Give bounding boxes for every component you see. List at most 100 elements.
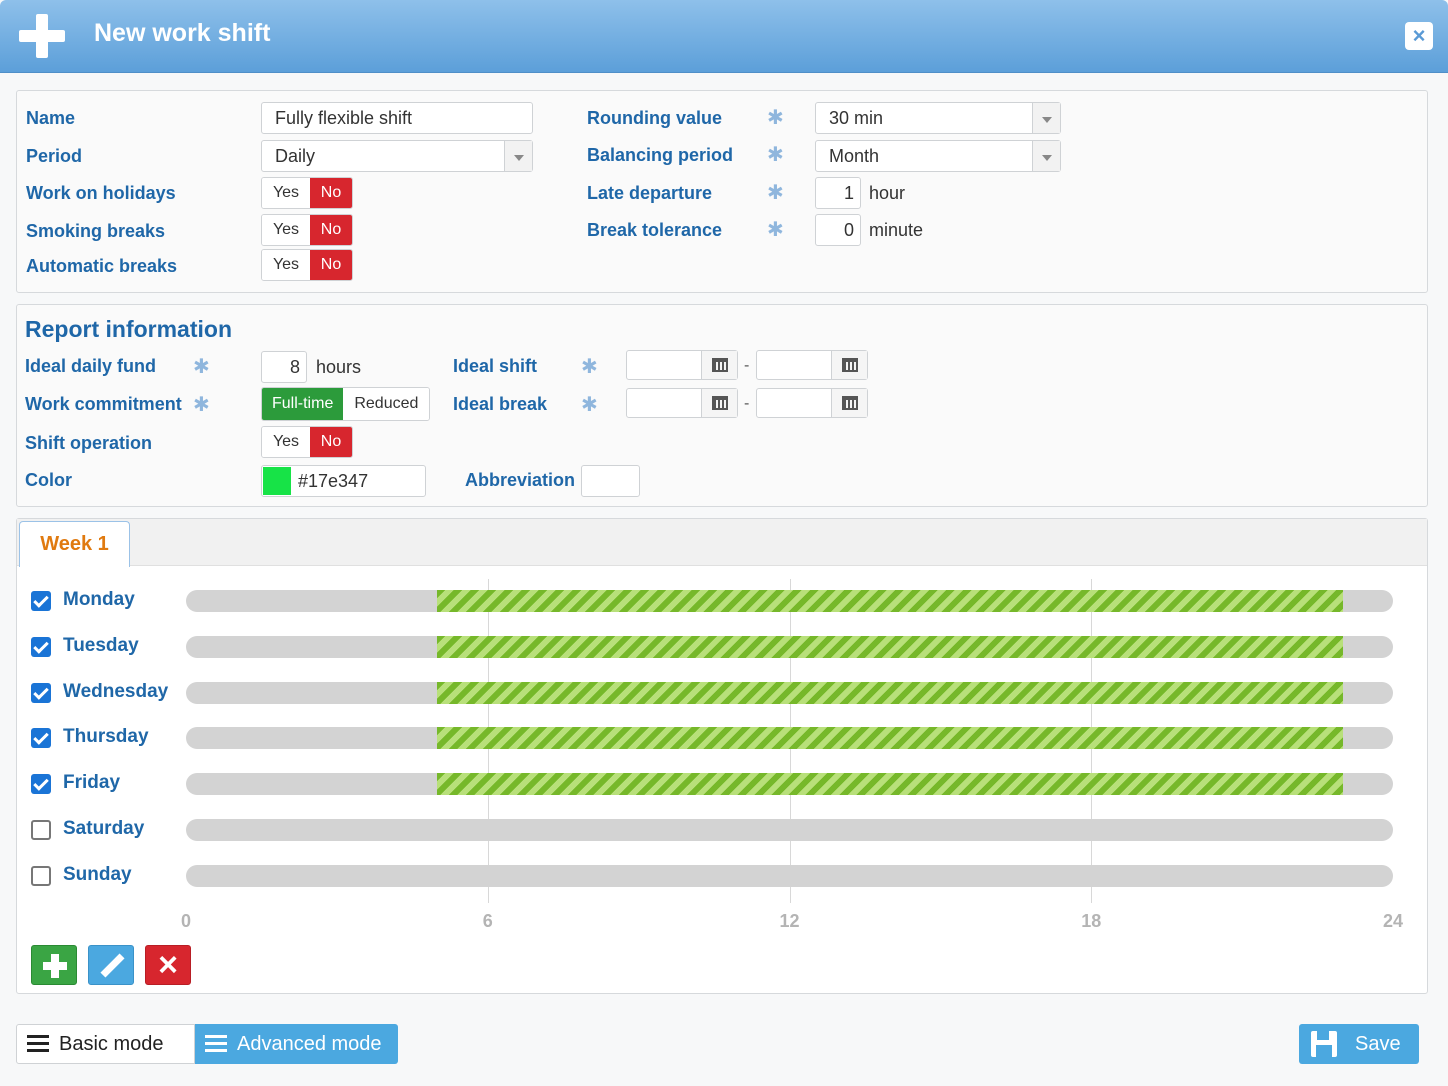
calendar-button[interactable] — [701, 389, 737, 417]
ideal-shift-to[interactable] — [756, 350, 868, 380]
day-checkbox[interactable] — [31, 820, 51, 840]
ideal-break-label: Ideal break — [453, 394, 548, 414]
auto-breaks-no[interactable]: No — [310, 250, 352, 280]
auto-breaks-yes[interactable]: Yes — [262, 250, 310, 280]
name-label: Name — [26, 108, 76, 128]
plus-icon — [19, 14, 65, 58]
commitment-full-time[interactable]: Full-time — [262, 388, 344, 420]
tab-strip: Week 1 — [17, 519, 1427, 567]
timeline-tick: 6 — [482, 911, 493, 931]
chevron-down-icon[interactable] — [1032, 103, 1060, 133]
daily-fund-input[interactable]: 8 — [261, 351, 307, 383]
shift-interval[interactable] — [437, 681, 1343, 704]
color-swatch[interactable] — [263, 467, 291, 495]
add-interval-button[interactable] — [31, 945, 77, 985]
holidays-label: Work on holidays — [26, 183, 176, 203]
rounding-select[interactable]: 30 min — [815, 102, 1061, 134]
shift-op-no[interactable]: No — [310, 427, 352, 457]
smoking-toggle[interactable]: Yes No — [261, 214, 353, 246]
day-label: Wednesday — [63, 680, 169, 702]
day-track[interactable] — [186, 819, 1393, 841]
color-input[interactable]: #17e347 — [261, 465, 426, 497]
day-label: Monday — [63, 589, 135, 610]
basic-mode-button[interactable]: Basic mode — [16, 1024, 195, 1064]
close-button[interactable]: × — [1405, 22, 1433, 50]
save-button[interactable]: Save — [1299, 1024, 1419, 1064]
holidays-yes[interactable]: Yes — [262, 178, 310, 208]
color-value: #17e347 — [298, 470, 369, 491]
required-icon: ✱ — [767, 219, 784, 241]
smoking-no[interactable]: No — [310, 215, 352, 245]
chevron-down-icon[interactable] — [1032, 141, 1060, 171]
schedule-panel: Week 1 Monday Tuesday Wednesday Thursday Fri… — [16, 518, 1428, 994]
timeline-tick: 0 — [180, 911, 192, 931]
ideal-shift-from[interactable] — [626, 350, 738, 380]
advanced-mode-label: Advanced mode — [237, 1032, 382, 1055]
period-select[interactable]: Daily — [261, 140, 533, 172]
save-label: Save — [1355, 1032, 1401, 1055]
day-label: Tuesday — [63, 634, 139, 656]
edit-interval-button[interactable] — [88, 945, 134, 985]
day-checkbox[interactable] — [31, 865, 51, 886]
auto-breaks-label: Automatic breaks — [26, 256, 178, 276]
commitment-toggle[interactable]: Full-time Reduced — [261, 387, 431, 421]
day-checkbox[interactable] — [31, 728, 51, 749]
holidays-toggle[interactable]: Yes No — [261, 177, 353, 209]
balancing-label: Balancing period — [587, 145, 734, 165]
day-checkbox[interactable] — [31, 636, 51, 657]
shift-interval[interactable] — [437, 773, 1343, 796]
break-tol-input[interactable]: 0 — [815, 214, 861, 246]
chevron-down-icon[interactable] — [504, 141, 532, 171]
tab-week-1[interactable]: Week 1 — [19, 521, 130, 567]
report-heading: Report information — [25, 316, 232, 342]
calendar-button[interactable] — [831, 389, 867, 417]
shift-op-yes[interactable]: Yes — [262, 427, 310, 457]
calendar-icon — [842, 396, 858, 410]
dialog-title: New work shift — [94, 19, 271, 47]
timeline-tick: 24 — [1382, 911, 1404, 931]
break-tol-unit: minute — [869, 220, 924, 240]
late-unit: hour — [869, 183, 906, 203]
color-label: Color — [25, 470, 72, 490]
auto-breaks-toggle[interactable]: Yes No — [261, 249, 353, 281]
required-icon: ✱ — [193, 356, 210, 378]
ideal-break-from[interactable] — [626, 388, 738, 418]
smoking-yes[interactable]: Yes — [262, 215, 310, 245]
day-checkbox[interactable] — [31, 682, 51, 703]
report-panel: Report information Ideal daily fund ✱ 8 … — [16, 304, 1428, 507]
shift-interval[interactable] — [437, 635, 1343, 658]
ideal-shift-label: Ideal shift — [453, 356, 538, 376]
smoking-label: Smoking breaks — [26, 221, 166, 241]
period-label: Period — [26, 146, 83, 166]
required-icon: ✱ — [581, 394, 598, 416]
late-input[interactable]: 1 — [815, 177, 861, 209]
balancing-select[interactable]: Month — [815, 140, 1061, 172]
calendar-button[interactable] — [701, 351, 737, 379]
day-checkbox[interactable] — [31, 591, 51, 611]
ideal-break-to[interactable] — [756, 388, 868, 418]
floppy-icon — [1311, 1031, 1337, 1057]
day-label: Saturday — [63, 818, 145, 839]
name-input[interactable]: Fully flexible shift — [261, 102, 533, 134]
day-track[interactable] — [186, 864, 1393, 887]
day-checkbox[interactable] — [31, 774, 51, 795]
range-separator: - — [744, 357, 750, 374]
shift-op-toggle[interactable]: Yes No — [261, 426, 353, 458]
required-icon: ✱ — [767, 107, 784, 129]
abbrev-input[interactable] — [581, 465, 640, 497]
day-label: Friday — [63, 772, 121, 794]
range-separator: - — [744, 395, 750, 412]
break-tol-label: Break tolerance — [587, 220, 723, 240]
calendar-button[interactable] — [831, 351, 867, 379]
late-label: Late departure — [587, 183, 713, 203]
shift-op-label: Shift operation — [25, 433, 152, 453]
shift-interval[interactable] — [437, 727, 1343, 750]
advanced-mode-button[interactable]: Advanced mode — [195, 1024, 398, 1064]
commitment-reduced[interactable]: Reduced — [343, 388, 430, 420]
shift-interval[interactable] — [437, 590, 1343, 612]
required-icon: ✱ — [767, 144, 784, 166]
list-icon — [205, 1035, 227, 1053]
delete-interval-button[interactable]: × — [145, 945, 191, 985]
holidays-no[interactable]: No — [310, 178, 352, 208]
rounding-value: 30 min — [829, 107, 884, 128]
